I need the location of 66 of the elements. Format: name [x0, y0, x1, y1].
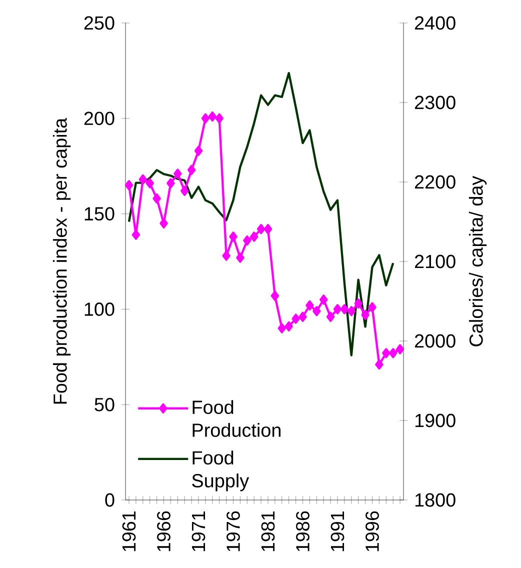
point [326, 312, 335, 322]
y2-tick-label: 2100 [415, 254, 456, 268]
x-tick-label: 1976 [226, 511, 240, 552]
y2-tick-label: 2200 [415, 175, 456, 189]
y-tick-label: 100 [85, 302, 114, 316]
y2-tick-label: 1800 [416, 493, 456, 507]
point [271, 290, 280, 301]
point [278, 323, 286, 334]
x-tick-label: 1986 [296, 511, 310, 552]
point [215, 113, 224, 124]
y-axis-title: Food production index - per capita [53, 118, 71, 404]
point [334, 304, 342, 314]
point [188, 164, 196, 175]
point [250, 232, 258, 242]
point [306, 300, 314, 310]
y2-axis-title: Calories/ capita/ day [469, 176, 487, 346]
y-tick-label: 0 [105, 493, 114, 507]
point [222, 250, 231, 261]
point [208, 111, 217, 122]
point [160, 218, 168, 228]
legend-label: Food Supply [192, 450, 250, 492]
point [125, 180, 134, 190]
y2-tick-label: 1900 [416, 414, 456, 428]
point [166, 178, 176, 188]
point [146, 178, 154, 188]
y-tick-label: 50 [94, 398, 114, 412]
point [132, 230, 140, 240]
x-tick-label: 1966 [157, 511, 171, 552]
y2-tick-label: 2300 [415, 96, 456, 110]
legend-label: Food Production [193, 400, 281, 437]
point [312, 306, 321, 316]
point [354, 298, 363, 309]
point [292, 314, 300, 324]
point [382, 348, 390, 358]
point [229, 232, 238, 242]
point [340, 304, 349, 314]
point [368, 302, 377, 312]
point [396, 344, 404, 354]
y2-tick-label: 2400 [415, 16, 456, 30]
point [202, 113, 210, 124]
y-tick-label: 150 [85, 207, 114, 220]
x-tick-label: 1981 [262, 511, 275, 552]
point [284, 321, 294, 332]
point [348, 306, 356, 316]
point [139, 174, 148, 185]
x-tick-label: 1996 [366, 511, 380, 552]
point [152, 193, 162, 204]
point [298, 312, 308, 322]
point [375, 359, 384, 370]
point [243, 235, 252, 246]
x-tick-label: 1971 [192, 511, 206, 552]
line-series [128, 72, 394, 356]
point [174, 168, 182, 179]
x-tick-label: 1991 [331, 511, 344, 552]
point [389, 348, 398, 358]
y-tick-label: 250 [84, 16, 114, 30]
point [361, 310, 370, 320]
point [257, 224, 266, 234]
point [320, 294, 328, 305]
point [236, 252, 245, 263]
point [180, 186, 189, 196]
y2-tick-label: 2000 [415, 334, 456, 348]
x-tick-label: 1961 [122, 511, 136, 552]
point [264, 224, 272, 234]
point [194, 146, 203, 156]
y-tick-label: 200 [84, 112, 114, 126]
